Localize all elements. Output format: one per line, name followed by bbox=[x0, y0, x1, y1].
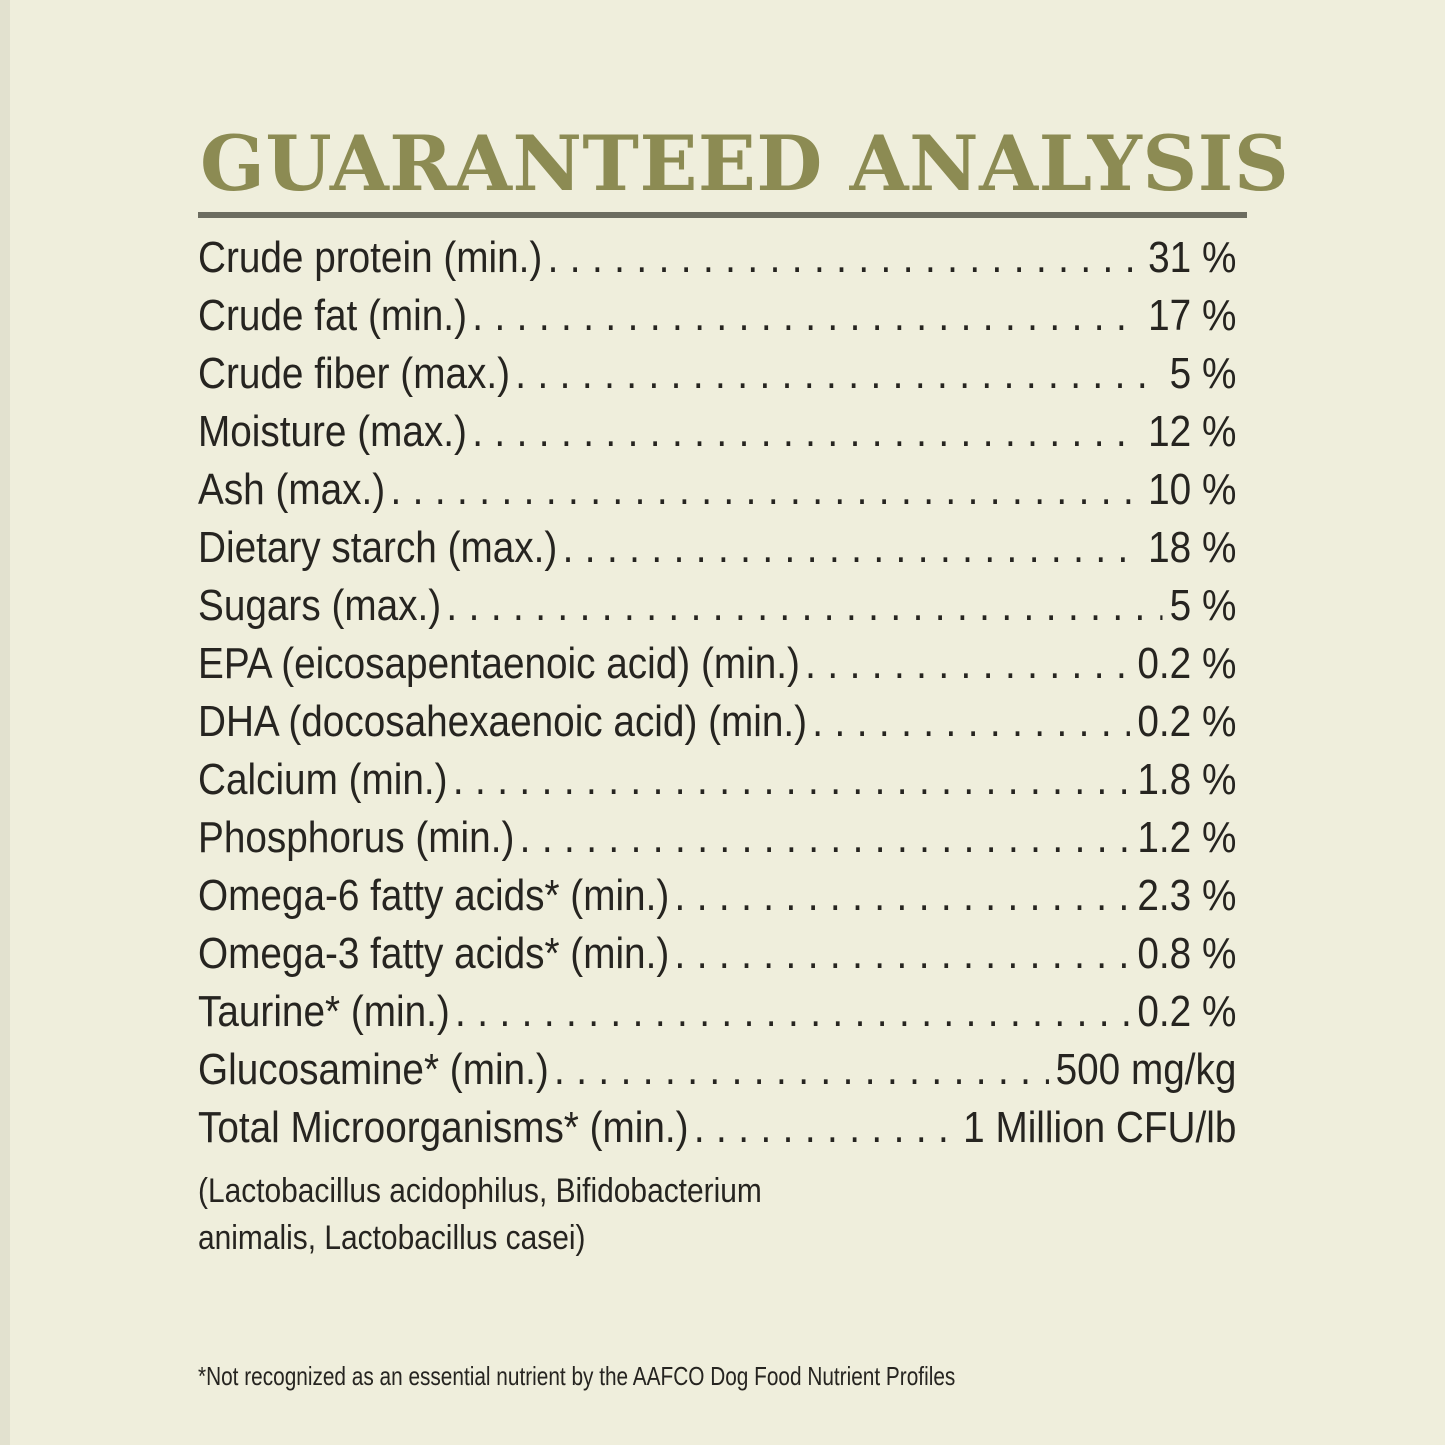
analysis-row: EPA (eicosapentaenoic acid) (min.) 0.2 % bbox=[198, 635, 1247, 693]
nutrient-label: Moisture (max.) bbox=[198, 407, 467, 456]
dot-leader bbox=[453, 751, 1131, 809]
dot-leader bbox=[548, 229, 1142, 287]
nutrient-label: Taurine* (min.) bbox=[198, 987, 450, 1036]
dot-leader bbox=[812, 693, 1130, 751]
dot-leader bbox=[563, 519, 1142, 577]
nutrient-value: 17 % bbox=[1148, 291, 1237, 340]
dot-leader bbox=[515, 345, 1162, 403]
analysis-row: Crude fat (min.) 17 % bbox=[198, 287, 1247, 345]
page-title: GUARANTEED ANALYSIS bbox=[200, 119, 1290, 208]
dot-leader bbox=[675, 925, 1131, 983]
nutrient-label: Glucosamine* (min.) bbox=[198, 1045, 549, 1094]
nutrient-value: 1 Million CFU/lb bbox=[963, 1103, 1237, 1152]
nutrient-value: 5 % bbox=[1169, 349, 1237, 398]
analysis-row: Dietary starch (max.) 18 % bbox=[198, 519, 1247, 577]
nutrient-label: Total Microorganisms* (min.) bbox=[198, 1103, 689, 1152]
microorganisms-note: (Lactobacillus acidophilus, Bifidobacter… bbox=[198, 1168, 1247, 1262]
nutrient-label: Omega-3 fatty acids* (min.) bbox=[198, 929, 670, 978]
nutrient-value: 5 % bbox=[1169, 581, 1237, 630]
nutrient-value: 2.3 % bbox=[1137, 871, 1237, 920]
analysis-row: Moisture (max.) 12 % bbox=[198, 403, 1247, 461]
analysis-table: Crude protein (min.) 31 % Crude fat (min… bbox=[198, 229, 1247, 1157]
nutrient-value: 10 % bbox=[1148, 465, 1237, 514]
nutrient-label: Crude fiber (max.) bbox=[198, 349, 511, 398]
analysis-row: Total Microorganisms* (min.) 1 Million C… bbox=[198, 1099, 1247, 1157]
left-edge-shading bbox=[0, 0, 10, 1445]
dot-leader bbox=[520, 809, 1131, 867]
dot-leader bbox=[694, 1099, 956, 1157]
analysis-row: Taurine* (min.) 0.2 % bbox=[198, 983, 1247, 1041]
dot-leader bbox=[390, 461, 1141, 519]
analysis-row: Omega-6 fatty acids* (min.) 2.3 % bbox=[198, 867, 1247, 925]
analysis-row: Crude protein (min.) 31 % bbox=[198, 229, 1247, 287]
nutrient-label: Ash (max.) bbox=[198, 465, 386, 514]
aafco-footnote: *Not recognized as an essential nutrient… bbox=[198, 1361, 956, 1391]
dot-leader bbox=[472, 403, 1141, 461]
nutrient-label: Omega-6 fatty acids* (min.) bbox=[198, 871, 670, 920]
nutrient-label: Calcium (min.) bbox=[198, 755, 448, 804]
nutrient-label: EPA (eicosapentaenoic acid) (min.) bbox=[198, 639, 800, 688]
analysis-row: Sugars (max.) 5 % bbox=[198, 577, 1247, 635]
nutrient-label: DHA (docosahexaenoic acid) (min.) bbox=[198, 697, 808, 746]
analysis-row: Crude fiber (max.) 5 % bbox=[198, 345, 1247, 403]
analysis-row: DHA (docosahexaenoic acid) (min.) 0.2 % bbox=[198, 693, 1247, 751]
analysis-row: Ash (max.) 10 % bbox=[198, 461, 1247, 519]
dot-leader bbox=[455, 983, 1130, 1041]
nutrient-value: 0.2 % bbox=[1137, 987, 1237, 1036]
nutrient-value: 1.8 % bbox=[1137, 755, 1237, 804]
nutrient-value: 31 % bbox=[1148, 233, 1237, 282]
analysis-row: Calcium (min.) 1.8 % bbox=[198, 751, 1247, 809]
dot-leader bbox=[554, 1041, 1049, 1099]
dot-leader bbox=[805, 635, 1130, 693]
microorganisms-note-line: animalis, Lactobacillus casei) bbox=[198, 1219, 586, 1257]
analysis-row: Phosphorus (min.) 1.2 % bbox=[198, 809, 1247, 867]
nutrient-label: Sugars (max.) bbox=[198, 581, 442, 630]
nutrient-label: Phosphorus (min.) bbox=[198, 813, 515, 862]
nutrient-value: 18 % bbox=[1148, 523, 1237, 572]
nutrient-label: Dietary starch (max.) bbox=[198, 523, 558, 572]
nutrient-value: 1.2 % bbox=[1137, 813, 1237, 862]
microorganisms-note-line: (Lactobacillus acidophilus, Bifidobacter… bbox=[198, 1172, 762, 1210]
nutrient-value: 0.2 % bbox=[1137, 697, 1237, 746]
nutrient-value: 500 mg/kg bbox=[1055, 1045, 1237, 1094]
analysis-row: Omega-3 fatty acids* (min.) 0.8 % bbox=[198, 925, 1247, 983]
nutrient-label: Crude protein (min.) bbox=[198, 233, 543, 282]
nutrient-label: Crude fat (min.) bbox=[198, 291, 467, 340]
dot-leader bbox=[446, 577, 1162, 635]
nutrient-value: 12 % bbox=[1148, 407, 1237, 456]
nutrient-value: 0.2 % bbox=[1137, 639, 1237, 688]
nutrient-value: 0.8 % bbox=[1137, 929, 1237, 978]
dot-leader bbox=[472, 287, 1141, 345]
dot-leader bbox=[675, 867, 1131, 925]
title-divider bbox=[198, 212, 1247, 218]
analysis-row: Glucosamine* (min.) 500 mg/kg bbox=[198, 1041, 1247, 1099]
